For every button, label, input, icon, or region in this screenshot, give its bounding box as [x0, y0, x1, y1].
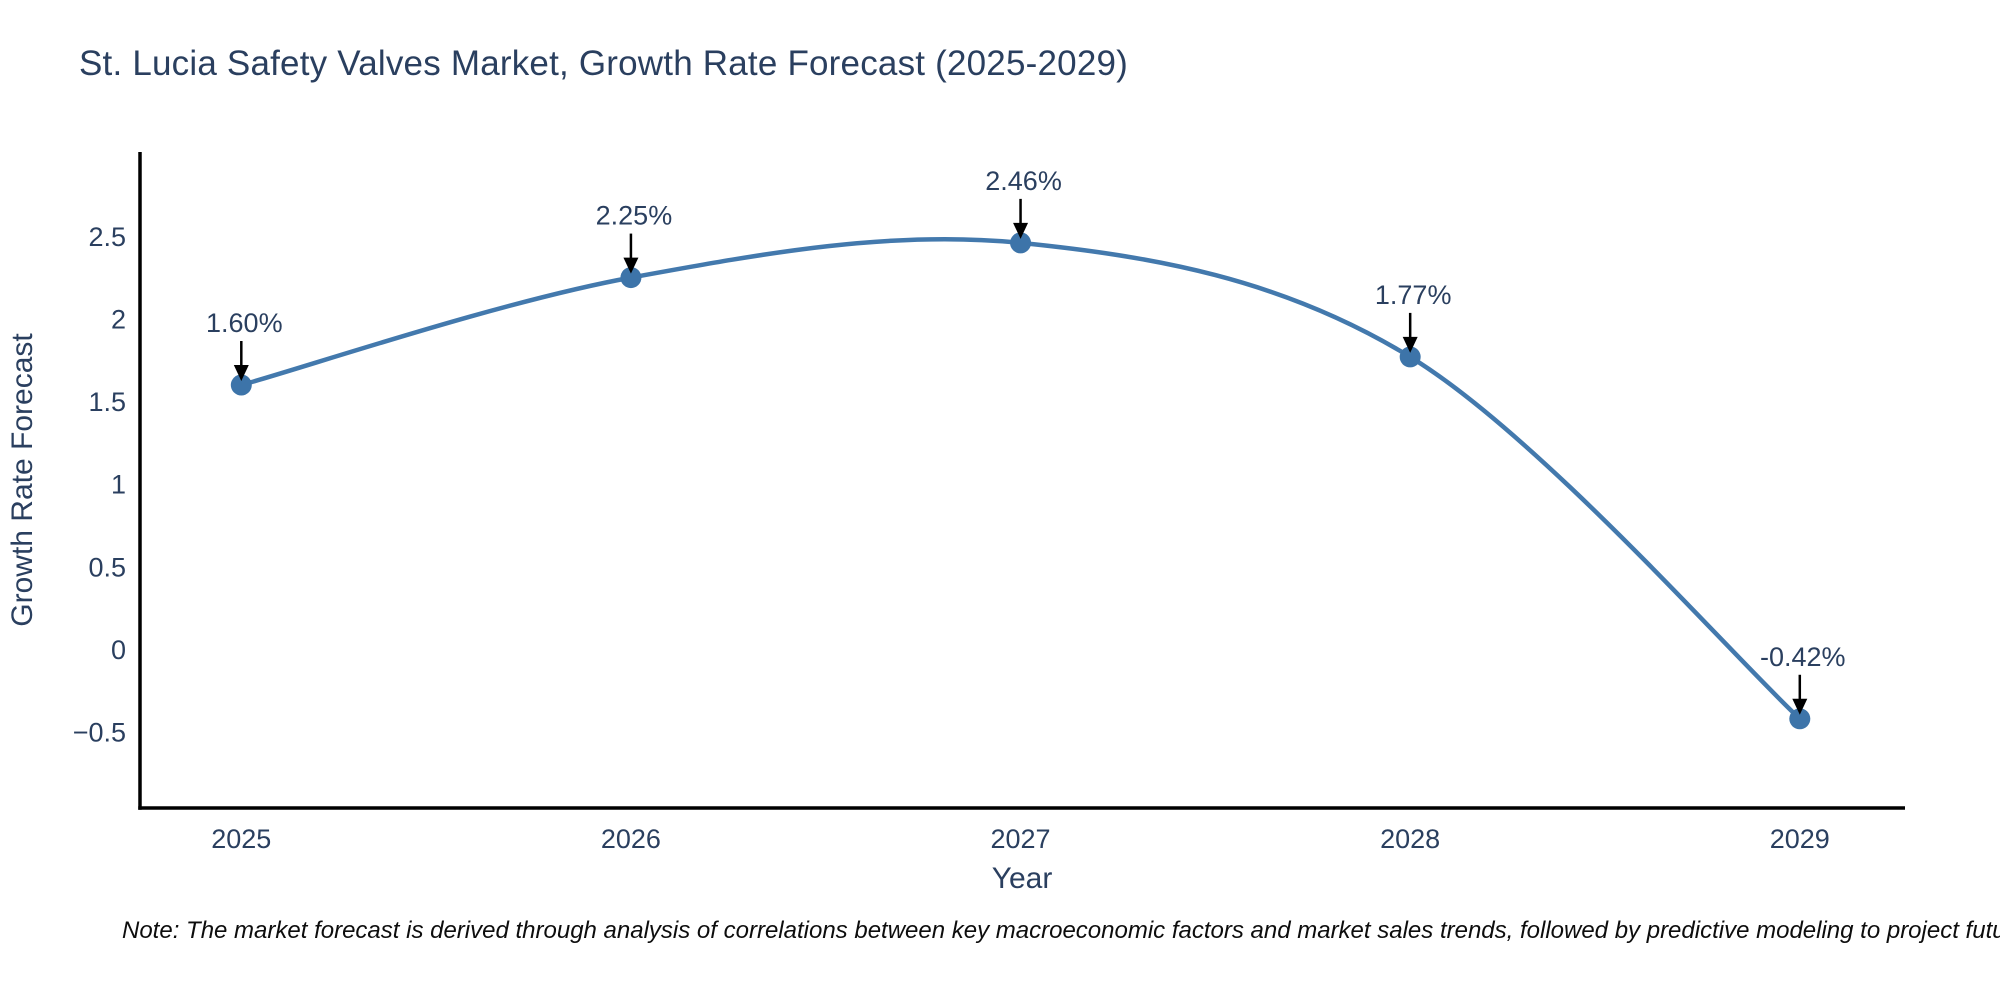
x-tick-label: 2027 — [991, 824, 1051, 854]
footnote: Note: The market forecast is derived thr… — [122, 917, 2000, 944]
x-tick-label: 2029 — [1770, 824, 1830, 854]
annotation-label: 2.25% — [596, 201, 673, 231]
trend-line — [239, 236, 1803, 722]
x-tick-label: 2026 — [601, 824, 661, 854]
data-point-marker — [1789, 708, 1811, 730]
y-axis-title: Growth Rate Forecast — [6, 333, 39, 627]
annotation-arrowhead — [1013, 222, 1029, 239]
annotation-arrowhead — [233, 364, 249, 381]
data-point-marker — [1399, 346, 1421, 368]
annotation-label: 1.77% — [1375, 280, 1452, 310]
x-tick-label: 2025 — [211, 824, 271, 854]
x-tick-label: 2028 — [1380, 824, 1440, 854]
annotation-arrowhead — [1792, 698, 1808, 715]
data-point-marker — [620, 267, 642, 289]
y-tick-label: 2.5 — [88, 222, 126, 252]
data-point-marker — [1010, 232, 1032, 254]
y-tick-label: 1.5 — [88, 387, 126, 417]
annotation-label: 2.46% — [985, 166, 1062, 196]
y-tick-label: 2 — [111, 304, 126, 334]
annotation-label: 1.60% — [206, 308, 283, 338]
chart-title: St. Lucia Safety Valves Market, Growth R… — [79, 44, 1129, 83]
y-tick-label: −0.5 — [73, 717, 126, 747]
x-axis-title: Year — [992, 862, 1053, 895]
y-tick-label: 0 — [111, 635, 126, 665]
data-point-marker — [230, 374, 252, 396]
annotation-arrowhead — [1402, 336, 1418, 353]
annotation-label: -0.42% — [1760, 642, 1846, 672]
y-tick-label: 1 — [111, 470, 126, 500]
annotation-arrowhead — [623, 257, 639, 274]
y-tick-label: 0.5 — [88, 552, 126, 582]
